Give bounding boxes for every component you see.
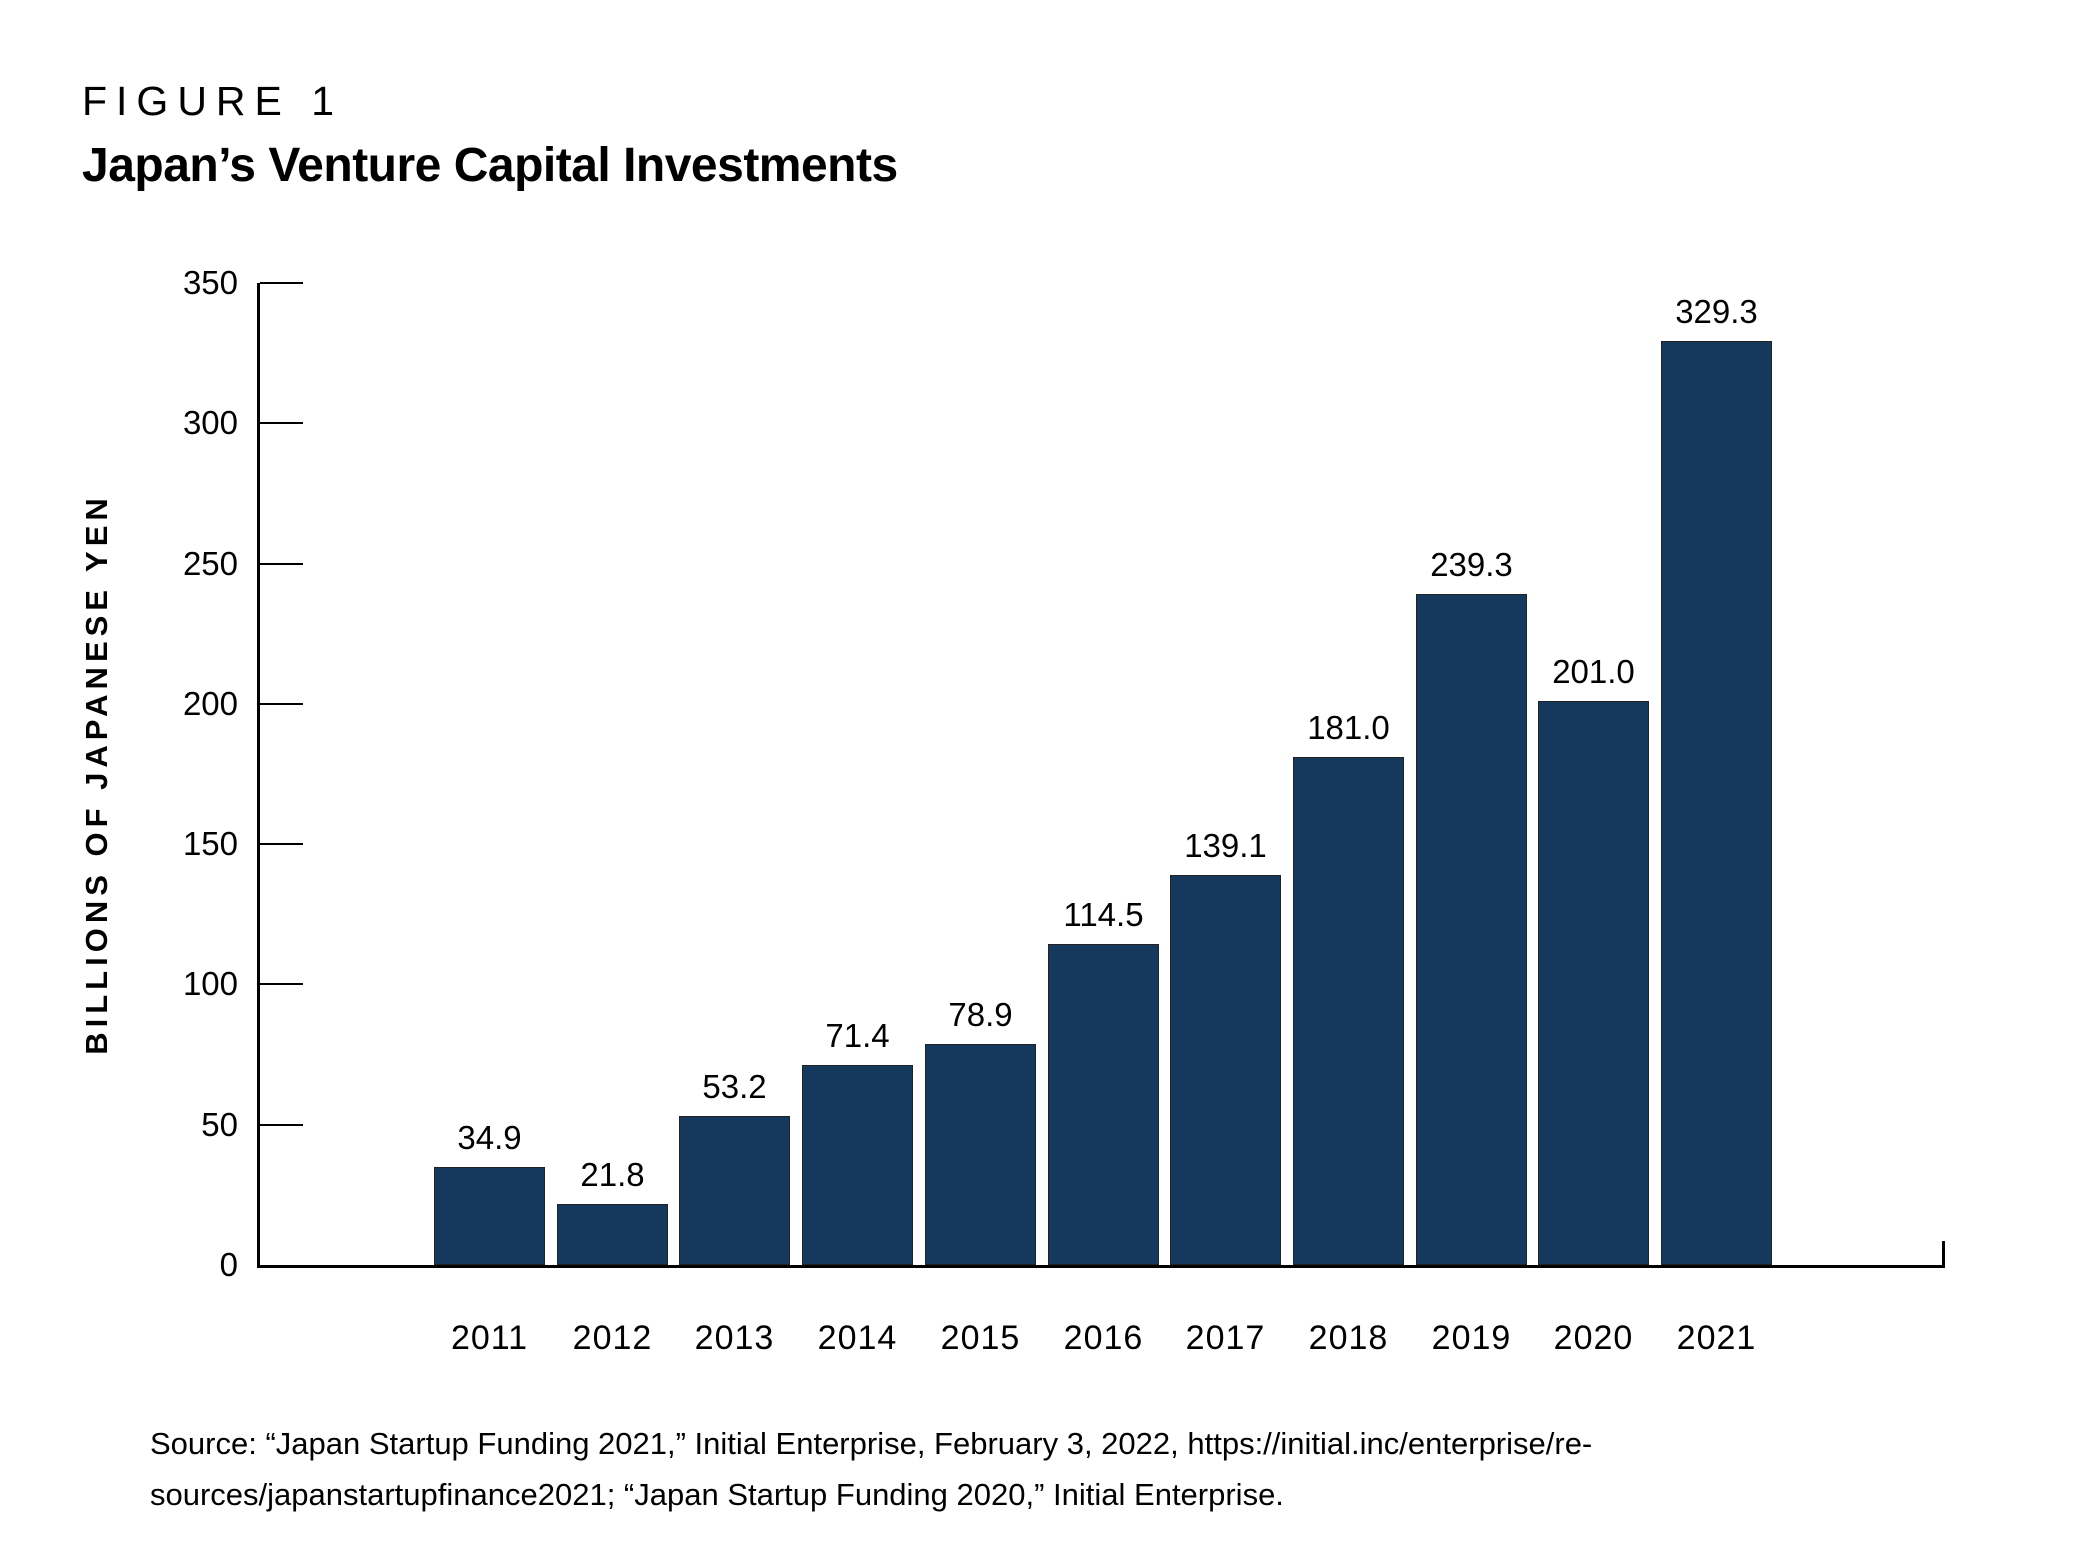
- bar-2019: [1416, 594, 1527, 1265]
- bar-2012: [557, 1204, 668, 1265]
- value-label-2021: 329.3: [1675, 293, 1758, 330]
- bar-2013: [679, 1116, 790, 1265]
- value-label-2012: 21.8: [580, 1156, 645, 1193]
- y-tick-250: [260, 563, 303, 565]
- value-label-2019: 239.3: [1430, 546, 1513, 583]
- source-line-2: sources/japanstartupfinance2021; “Japan …: [150, 1477, 1284, 1512]
- y-tick-label-200: 200: [182, 685, 238, 722]
- source-line-1: Source: “Japan Startup Funding 2021,” In…: [150, 1426, 1593, 1461]
- x-tick-label-2017: 2017: [1185, 1319, 1266, 1357]
- x-tick-label-2019: 2019: [1431, 1319, 1512, 1357]
- value-label-2011: 34.9: [457, 1119, 522, 1156]
- y-axis-title-text: BILLIONS OF JAPANESE YEN: [79, 493, 114, 1055]
- y-tick-label-50: 50: [201, 1106, 238, 1143]
- value-label-2020: 201.0: [1552, 653, 1635, 690]
- x-tick-label-2016: 2016: [1063, 1319, 1144, 1357]
- bar-2018: [1293, 757, 1404, 1265]
- x-tick-label-2021: 2021: [1676, 1319, 1757, 1357]
- value-label-2013: 53.2: [702, 1068, 767, 1105]
- y-axis-line: [257, 283, 260, 1265]
- y-tick-label-150: 150: [182, 825, 238, 862]
- bar-2017: [1170, 875, 1281, 1265]
- y-tick-150: [260, 843, 303, 845]
- y-tick-350: [260, 282, 303, 284]
- bar-2021: [1661, 341, 1772, 1265]
- figure-title: Japan’s Venture Capital Investments: [82, 139, 898, 192]
- y-tick-label-350: 350: [182, 264, 238, 301]
- x-tick-label-2018: 2018: [1308, 1319, 1389, 1357]
- y-tick-200: [260, 703, 303, 705]
- y-tick-label-0: 0: [219, 1246, 238, 1283]
- bar-2016: [1048, 944, 1159, 1265]
- y-tick-label-100: 100: [182, 965, 238, 1002]
- x-axis-line: [257, 1265, 1945, 1268]
- y-tick-300: [260, 422, 303, 424]
- value-label-2015: 78.9: [948, 996, 1013, 1033]
- x-tick-label-2015: 2015: [940, 1319, 1021, 1357]
- y-tick-100: [260, 983, 303, 985]
- source-note: Source: “Japan Startup Funding 2021,” In…: [150, 1418, 1592, 1520]
- value-label-2016: 114.5: [1063, 896, 1144, 933]
- bar-2020: [1538, 701, 1649, 1265]
- bar-2011: [434, 1167, 545, 1265]
- x-tick-label-2020: 2020: [1553, 1319, 1634, 1357]
- x-tick-label-2014: 2014: [817, 1319, 898, 1357]
- x-tick-label-2013: 2013: [694, 1319, 775, 1357]
- value-label-2018: 181.0: [1307, 709, 1390, 746]
- y-tick-50: [260, 1124, 303, 1126]
- value-label-2014: 71.4: [825, 1017, 890, 1054]
- figure-label: FIGURE 1: [82, 78, 344, 124]
- x-axis-end-tick: [1942, 1241, 1945, 1265]
- y-tick-label-250: 250: [182, 545, 238, 582]
- value-label-2017: 139.1: [1184, 827, 1267, 864]
- bar-2014: [802, 1065, 913, 1265]
- bar-2015: [925, 1044, 1036, 1265]
- x-tick-label-2012: 2012: [572, 1319, 653, 1357]
- x-tick-label-2011: 2011: [450, 1319, 529, 1357]
- y-tick-label-300: 300: [182, 404, 238, 441]
